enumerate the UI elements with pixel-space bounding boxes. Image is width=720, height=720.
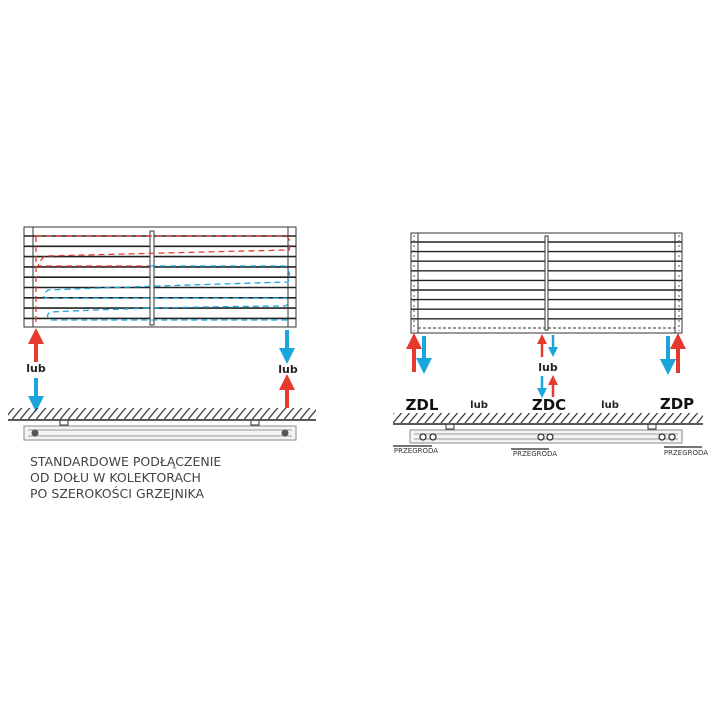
zdl-label: ZDL xyxy=(406,396,439,414)
caption-line: STANDARDOWE PODŁĄCZENIE xyxy=(30,454,221,469)
valve-icons xyxy=(419,433,676,441)
supply-flow-line xyxy=(36,235,291,267)
lub-label: lub xyxy=(26,362,46,375)
left-radiator xyxy=(23,226,297,328)
caption-line: PO SZEROKOŚCI GRZEJNIKA xyxy=(30,486,204,501)
przegroda-label: PRZEGRODA xyxy=(513,450,557,458)
right-radiator xyxy=(410,232,683,334)
lub-label: lub xyxy=(470,400,488,411)
left-arrows xyxy=(28,328,295,412)
przegroda-label: PRZEGRODA xyxy=(394,447,438,455)
right-arrows xyxy=(406,333,686,398)
lub-label: lub xyxy=(538,361,558,374)
lub-label: lub xyxy=(601,400,619,411)
valve-icon xyxy=(31,429,39,437)
zdp-label: ZDP xyxy=(660,395,694,413)
caption-line: OD DOŁU W KOLEKTORACH xyxy=(30,470,201,485)
caption: STANDARDOWE PODŁĄCZENIE OD DOŁU W KOLEKT… xyxy=(30,454,221,501)
right-floor xyxy=(393,413,703,450)
zdc-label: ZDC xyxy=(532,396,566,414)
lub-label: lub xyxy=(278,363,298,376)
przegroda-label: PRZEGRODA xyxy=(664,449,708,457)
flow-paths xyxy=(35,235,291,326)
return-flow-line xyxy=(43,265,291,321)
valve-icon xyxy=(281,429,289,437)
left-floor xyxy=(8,408,316,441)
